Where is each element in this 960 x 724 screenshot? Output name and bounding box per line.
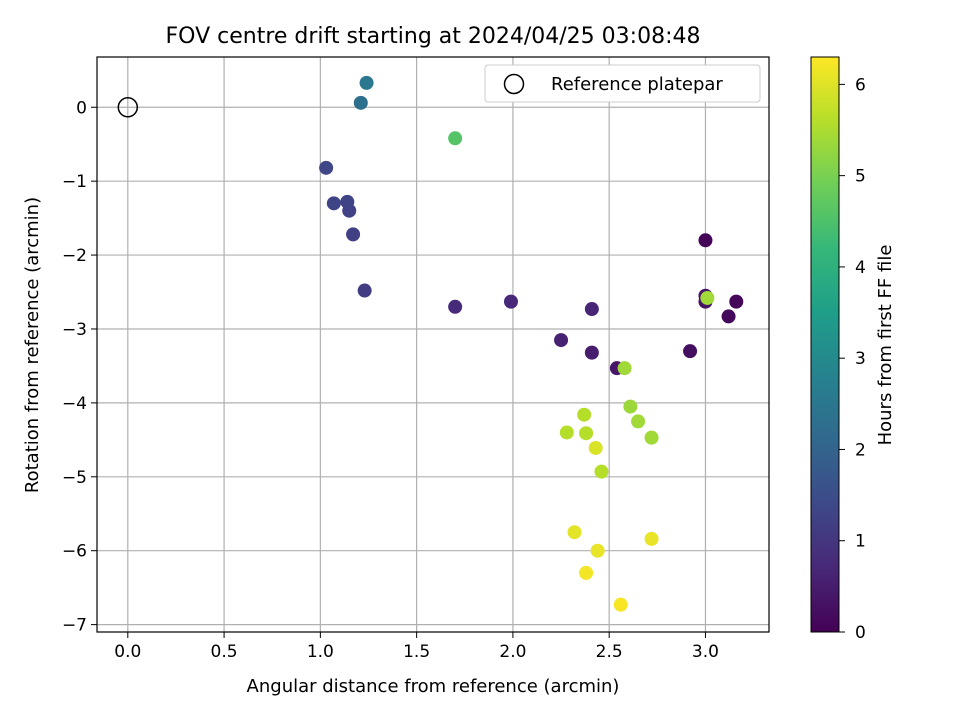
colorbar-tick-label: 6 [855,75,866,95]
colorbar-tick-label: 4 [855,258,866,278]
legend: Reference platepar [484,64,761,103]
legend-box [484,64,761,103]
scatter-point [588,440,603,455]
y-tick-label: −1 [62,172,87,192]
colorbar: 0 1 2 3 4 5 6 Hours from first FF file [810,56,896,643]
y-tick-label: −6 [62,542,87,562]
chart-title: FOV centre drift starting at 2024/04/25 … [166,24,701,49]
colorbar-tick-label: 1 [855,532,866,552]
scatter-point [353,95,368,110]
scatter-point [613,597,628,612]
scatter-point [559,425,574,440]
x-tick-label: 0.5 [211,642,238,662]
y-tick-label: −4 [62,394,87,414]
scatter-point [644,531,659,546]
scatter-point [700,290,715,305]
colorbar-label: Hours from first FF file [875,245,896,446]
colorbar-tick-label: 0 [855,623,866,643]
scatter-point [729,294,744,309]
scatter-point [631,414,646,429]
y-axis-label: Rotation from reference (arcmin) [22,197,43,493]
x-tick-label: 2.0 [499,642,526,662]
scatter-point [644,430,659,445]
y-tick-label: −5 [62,468,87,488]
colorbar-ticks: 0 1 2 3 4 5 6 [839,75,866,643]
scatter-point [721,309,736,324]
scatter-point [359,75,374,90]
scatter-point [590,543,605,558]
scatter-point [594,464,609,479]
colorbar-tick-label: 2 [855,440,866,460]
scatter-point [357,283,372,298]
x-tick-label: 0.0 [114,642,141,662]
scatter-point [577,407,592,422]
x-tick-label: 1.5 [403,642,430,662]
scatter-point [579,565,594,580]
y-tick-label: 0 [76,98,87,118]
reference-point-marker [117,97,139,118]
scatter-point [567,525,582,540]
scatter-point [683,344,698,359]
legend-marker [503,73,525,95]
scatter-point [554,333,569,348]
grid-lines [97,57,769,632]
data-points [117,75,744,612]
scatter-point [448,299,463,314]
scatter-point [584,302,599,317]
scatter-point [623,399,638,414]
x-axis-ticks: 0.0 0.5 1.0 1.5 2.0 2.5 3.0 [114,632,719,662]
legend-label: Reference platepar [551,74,723,95]
colorbar-tick-label: 5 [855,167,866,187]
y-tick-label: −3 [62,320,87,340]
x-tick-label: 3.0 [692,642,719,662]
scatter-point [617,361,632,376]
scatter-point [698,233,713,248]
plot-frame [96,56,770,633]
scatter-point [503,294,518,309]
scatter-point [319,160,334,175]
scatter-point [448,131,463,146]
scatter-point [346,227,361,242]
scatter-point [340,194,355,209]
x-axis-label: Angular distance from reference (arcmin) [247,676,620,697]
colorbar-tick-label: 3 [855,349,866,369]
scatter-point [584,345,599,360]
y-tick-label: −7 [62,616,87,636]
scatter-point [579,426,594,441]
x-tick-label: 1.0 [307,642,334,662]
y-tick-label: −2 [62,246,87,266]
x-tick-label: 2.5 [596,642,623,662]
colorbar-gradient [810,56,840,633]
scatter-point [326,196,341,211]
y-axis-ticks: 0 −1 −2 −3 −4 −5 −6 −7 [62,98,97,636]
